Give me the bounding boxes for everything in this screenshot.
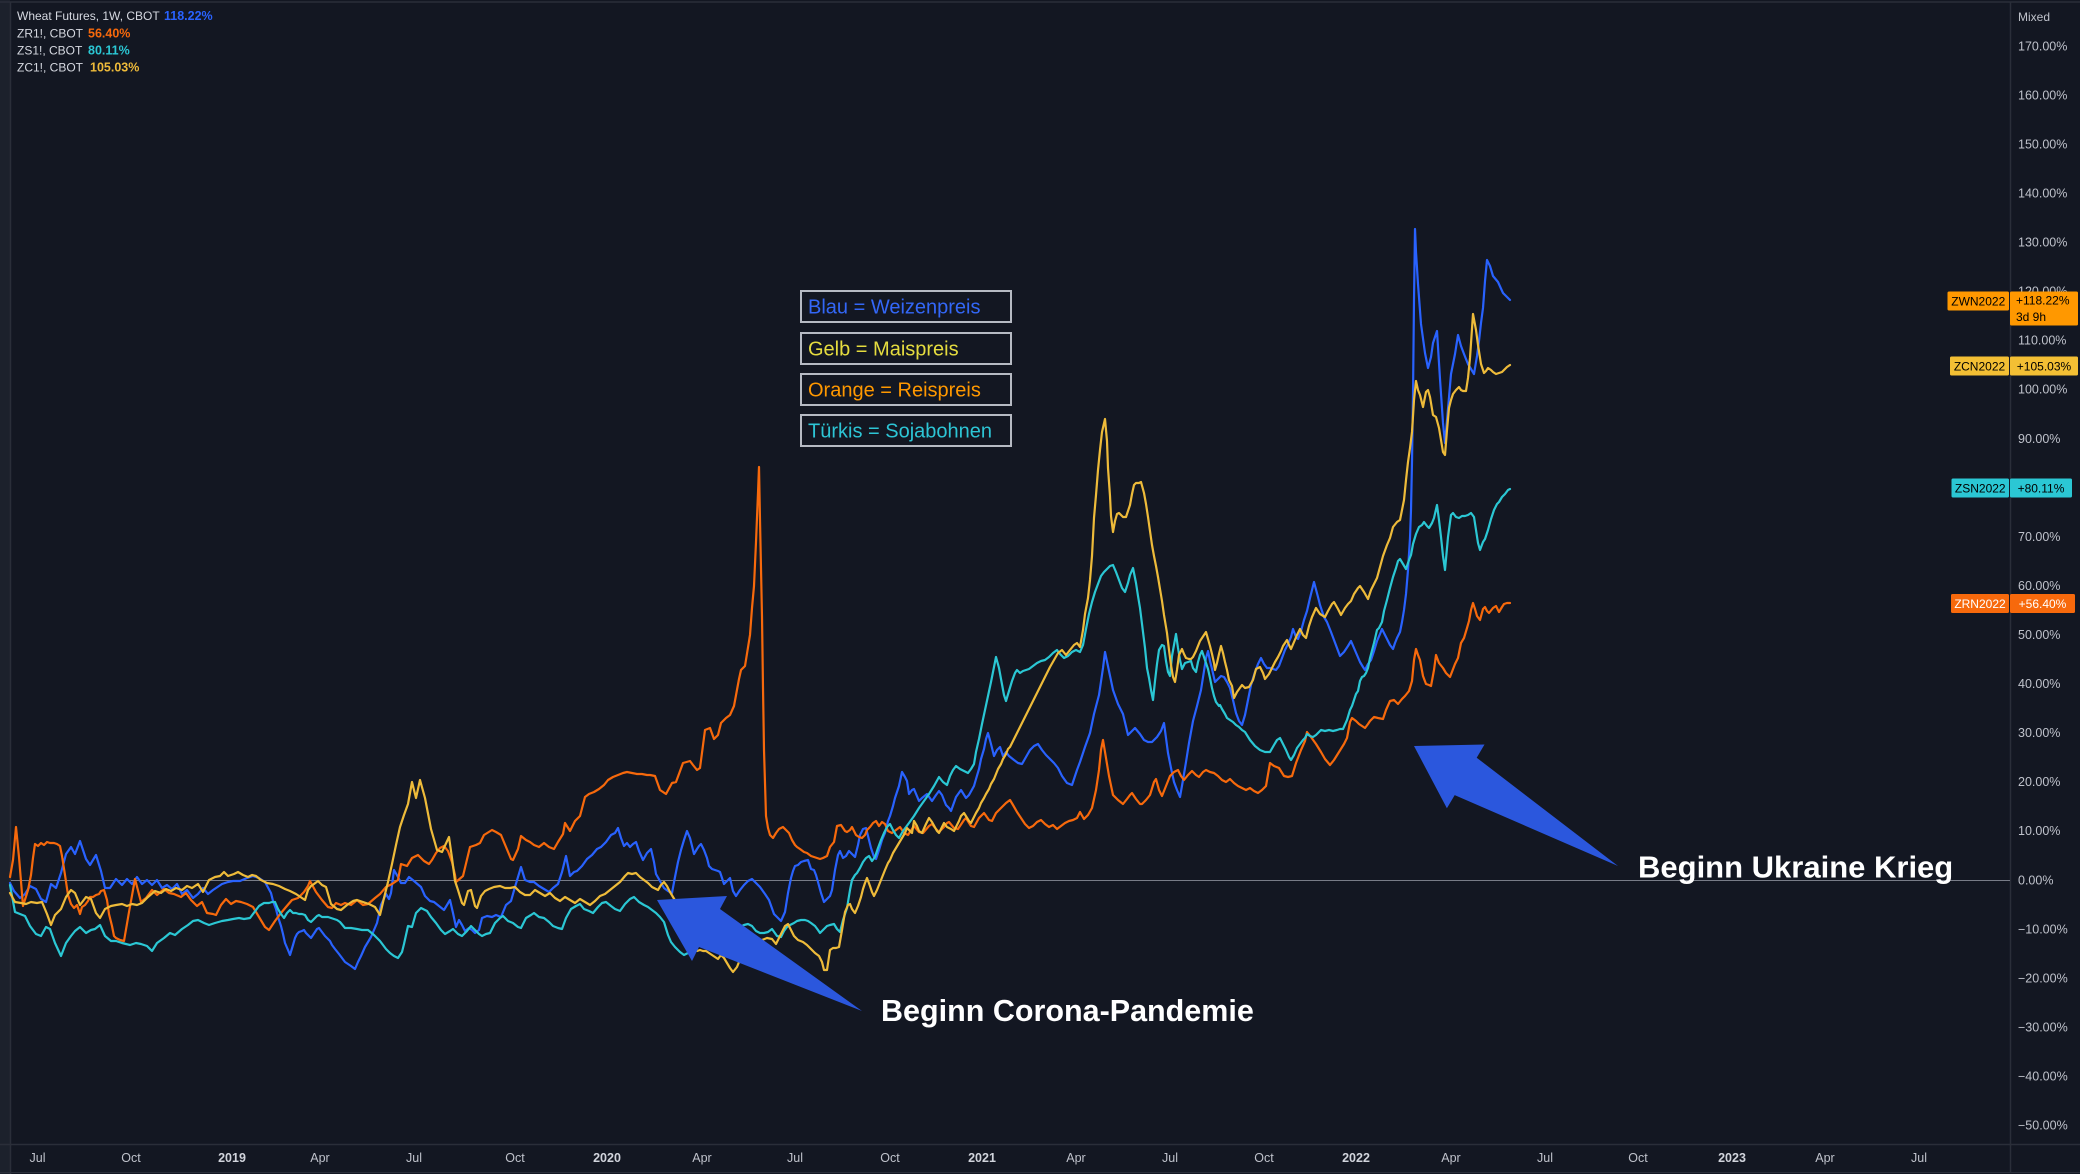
svg-text:ZC1!, CBOT: ZC1!, CBOT (17, 61, 84, 75)
svg-text:Apr: Apr (1441, 1151, 1460, 1165)
svg-text:90.00%: 90.00% (2018, 432, 2060, 446)
svg-text:Blau = Weizenpreis: Blau = Weizenpreis (808, 297, 981, 319)
svg-text:−30.00%: −30.00% (2018, 1021, 2068, 1035)
svg-text:60.00%: 60.00% (2018, 579, 2060, 593)
svg-text:ZWN2022: ZWN2022 (1951, 295, 2005, 309)
svg-text:Oct: Oct (505, 1151, 525, 1165)
svg-text:140.00%: 140.00% (2018, 187, 2067, 201)
svg-text:Türkis = Sojabohnen: Türkis = Sojabohnen (808, 421, 992, 443)
svg-text:Jul: Jul (1911, 1151, 1927, 1165)
svg-text:−10.00%: −10.00% (2018, 922, 2068, 936)
svg-text:170.00%: 170.00% (2018, 39, 2067, 53)
svg-text:+56.40%: +56.40% (2019, 597, 2067, 611)
svg-text:50.00%: 50.00% (2018, 628, 2060, 642)
svg-text:Beginn Ukraine Krieg: Beginn Ukraine Krieg (1638, 850, 1953, 885)
svg-text:10.00%: 10.00% (2018, 824, 2060, 838)
svg-text:150.00%: 150.00% (2018, 137, 2067, 151)
svg-text:Oct: Oct (1254, 1151, 1274, 1165)
svg-text:ZSN2022: ZSN2022 (1955, 482, 2006, 496)
svg-text:−40.00%: −40.00% (2018, 1070, 2068, 1084)
svg-text:118.22%: 118.22% (164, 9, 213, 23)
svg-text:Jul: Jul (1162, 1151, 1178, 1165)
svg-text:Oct: Oct (880, 1151, 900, 1165)
svg-text:+105.03%: +105.03% (2017, 360, 2072, 374)
svg-text:−20.00%: −20.00% (2018, 971, 2068, 985)
svg-text:ZR1!, CBOT: ZR1!, CBOT (17, 27, 84, 41)
svg-text:3d 9h: 3d 9h (2016, 310, 2046, 324)
svg-text:Jul: Jul (30, 1151, 46, 1165)
svg-text:Apr: Apr (1066, 1151, 1085, 1165)
svg-text:2019: 2019 (218, 1151, 246, 1165)
svg-text:2020: 2020 (593, 1151, 621, 1165)
svg-text:−50.00%: −50.00% (2018, 1119, 2068, 1133)
svg-text:20.00%: 20.00% (2018, 775, 2060, 789)
svg-text:Wheat Futures, 1W, CBOT: Wheat Futures, 1W, CBOT (17, 9, 160, 23)
svg-text:+80.11%: +80.11% (2018, 482, 2065, 496)
svg-text:2022: 2022 (1342, 1151, 1370, 1165)
svg-text:100.00%: 100.00% (2018, 383, 2067, 397)
svg-text:Jul: Jul (787, 1151, 803, 1165)
svg-text:160.00%: 160.00% (2018, 88, 2067, 102)
svg-text:Apr: Apr (1815, 1151, 1834, 1165)
svg-text:Jul: Jul (1537, 1151, 1553, 1165)
svg-text:Apr: Apr (310, 1151, 329, 1165)
svg-text:80.11%: 80.11% (88, 44, 130, 58)
svg-text:56.40%: 56.40% (88, 27, 130, 41)
svg-text:2023: 2023 (1718, 1151, 1746, 1165)
svg-text:40.00%: 40.00% (2018, 677, 2060, 691)
svg-text:Jul: Jul (406, 1151, 422, 1165)
svg-text:ZS1!, CBOT: ZS1!, CBOT (17, 44, 83, 58)
svg-text:Beginn Corona-Pandemie: Beginn Corona-Pandemie (881, 994, 1254, 1028)
svg-text:ZRN2022: ZRN2022 (1954, 597, 2006, 611)
svg-text:ZCN2022: ZCN2022 (1954, 360, 2006, 374)
svg-text:2021: 2021 (968, 1151, 996, 1165)
svg-text:70.00%: 70.00% (2018, 530, 2060, 544)
svg-text:Mixed: Mixed (2018, 10, 2050, 24)
svg-text:+118.22%: +118.22% (2016, 294, 2070, 308)
svg-text:30.00%: 30.00% (2018, 726, 2060, 740)
svg-text:Oct: Oct (1628, 1151, 1648, 1165)
svg-text:130.00%: 130.00% (2018, 236, 2067, 250)
svg-text:Orange = Reispreis: Orange = Reispreis (808, 380, 981, 402)
svg-text:110.00%: 110.00% (2018, 334, 2066, 348)
svg-text:Gelb = Maispreis: Gelb = Maispreis (808, 339, 959, 361)
svg-text:105.03%: 105.03% (90, 61, 139, 75)
svg-text:Oct: Oct (121, 1151, 141, 1165)
svg-text:0.00%: 0.00% (2018, 873, 2053, 887)
svg-text:Apr: Apr (692, 1151, 711, 1165)
